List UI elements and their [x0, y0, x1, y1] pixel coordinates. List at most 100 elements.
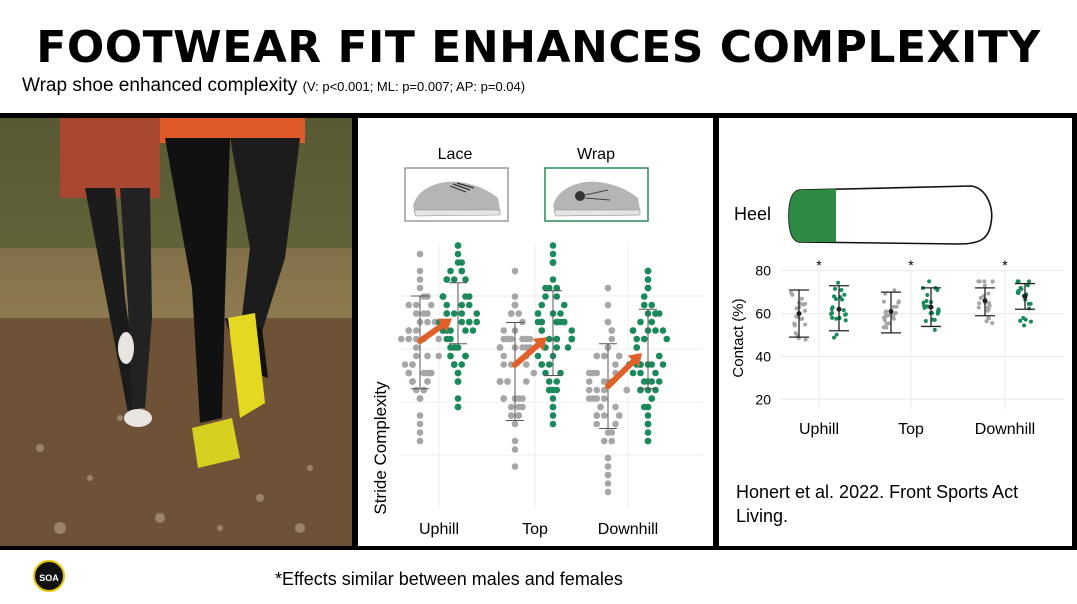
c1-point [504, 378, 511, 385]
c2-point [894, 304, 899, 309]
c2-point [833, 286, 838, 291]
c1-point [553, 284, 561, 292]
c2-point [891, 312, 896, 317]
c1-point [511, 293, 519, 300]
c2-point [1026, 301, 1031, 306]
c2-point [977, 301, 982, 306]
c1-point [500, 352, 508, 360]
c2-point [891, 316, 896, 321]
c1-point [542, 284, 549, 292]
c2-point [1018, 318, 1023, 323]
heel-label: Heel [734, 204, 771, 224]
c1-point [450, 276, 458, 283]
c1-point [608, 437, 616, 445]
c1-point [405, 369, 413, 377]
c2-significance: * * * [816, 257, 1008, 273]
wrap-shoe-icon [553, 181, 641, 217]
c1-point [637, 386, 644, 394]
c1-point [652, 386, 659, 394]
c1-point [615, 352, 623, 360]
c2-point [792, 323, 797, 328]
c1-point [648, 378, 656, 385]
c1-point [549, 412, 557, 419]
c2-point [793, 331, 798, 336]
c1-point [427, 301, 435, 309]
c1-point [462, 327, 469, 334]
c1-point [507, 310, 515, 317]
lace-shoe-icon [413, 181, 501, 217]
c1-point [640, 293, 648, 300]
c1-point [450, 361, 458, 368]
runners-photo-drawing [0, 118, 352, 546]
c2-xtick-label: Top [898, 421, 924, 438]
c2-point [883, 310, 888, 315]
c1-point [553, 378, 561, 385]
c2-point [794, 306, 799, 311]
c1-point [545, 378, 553, 385]
c1-point [458, 361, 466, 368]
c1-point [458, 310, 466, 317]
c1-point [655, 310, 663, 317]
c1-ylabel: Stride Complexity [371, 381, 390, 515]
c1-arrow-shaft [605, 358, 637, 390]
c1-point [648, 318, 656, 326]
c1-point [454, 250, 462, 258]
c1-point [593, 412, 601, 419]
c2-point [799, 296, 804, 301]
citation: Honert et al. 2022. Front Sports Act Liv… [736, 482, 1019, 526]
c1-point [604, 480, 612, 487]
c1-point [511, 301, 519, 309]
c1-point [465, 301, 473, 309]
c1-point [538, 327, 546, 334]
c2-mean-point [982, 298, 988, 304]
c1-point [659, 361, 667, 368]
c2-point [990, 279, 995, 284]
footnote: *Effects similar between males and femal… [275, 569, 623, 589]
c1-point [545, 361, 553, 368]
c1-arrow-head [627, 353, 642, 368]
stride-complexity-chart: Lace Wrap Stride Complexity Uphill Top Dow… [371, 146, 703, 538]
c1-point [522, 361, 530, 368]
c1-point [655, 378, 663, 385]
c1-point [553, 386, 561, 394]
c1-point [424, 318, 431, 326]
c1-point [560, 318, 568, 326]
c1-point [462, 276, 469, 283]
c1-point [435, 335, 443, 343]
c2-ylabel: Contact (%) [730, 298, 747, 377]
c2-point [1019, 286, 1024, 291]
c1-point [416, 250, 424, 258]
c1-point [600, 386, 608, 394]
c2-point [832, 335, 837, 340]
c1-point [420, 310, 428, 317]
runners-photo [0, 118, 352, 546]
c2-point [984, 319, 989, 324]
c2-point [977, 279, 982, 284]
c1-point [420, 369, 428, 377]
c1-point [612, 420, 619, 428]
c1-point [644, 412, 652, 419]
c1-point [608, 335, 616, 343]
c1-point [416, 429, 424, 436]
c1-point [420, 386, 428, 394]
c2-point [982, 283, 987, 288]
c1-point [412, 301, 420, 309]
c1-point [496, 378, 504, 385]
c1-point [553, 344, 561, 351]
c1-point [500, 361, 508, 368]
c2-mean-point [836, 306, 842, 312]
c1-point [648, 361, 656, 368]
c2-point [841, 308, 846, 313]
c2-point [982, 279, 987, 284]
c1-point [568, 327, 576, 334]
c1-point [454, 259, 462, 266]
subtitle-stats: (V: p<0.001; ML: p=0.007; AP: p=0.04) [302, 79, 526, 94]
page-title: FOOTWEAR FIT ENHANCES COMPLEXITY [36, 22, 1041, 73]
c2-point [892, 288, 897, 293]
c1-point [473, 318, 481, 326]
c2-point [789, 290, 794, 295]
c2-point [932, 327, 937, 332]
c1-point [600, 378, 608, 385]
c1-point [659, 327, 667, 334]
c2-point [881, 315, 886, 320]
